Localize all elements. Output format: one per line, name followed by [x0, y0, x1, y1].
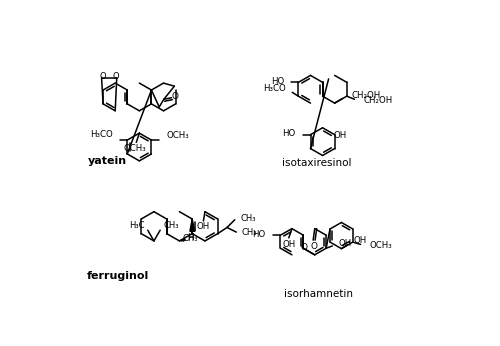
Text: OCH₃: OCH₃: [370, 242, 392, 251]
Text: O: O: [112, 72, 119, 81]
Text: isotaxiresinol: isotaxiresinol: [282, 158, 352, 168]
Text: H₃CO: H₃CO: [264, 84, 286, 93]
Polygon shape: [190, 219, 194, 231]
Text: HO: HO: [282, 129, 296, 138]
Text: O: O: [300, 243, 308, 252]
Text: H₃C: H₃C: [129, 221, 144, 230]
Text: OH: OH: [197, 222, 210, 231]
Text: CH₃: CH₃: [163, 221, 179, 230]
Text: OH: OH: [334, 131, 346, 140]
Text: O: O: [172, 92, 179, 101]
Text: OH: OH: [354, 236, 367, 245]
Text: CH₂OH: CH₂OH: [352, 91, 381, 100]
Text: H: H: [187, 233, 194, 242]
Text: HO: HO: [271, 77, 284, 86]
Text: OH: OH: [338, 239, 352, 248]
Text: ferruginol: ferruginol: [87, 271, 150, 281]
Text: yatein: yatein: [88, 156, 127, 166]
Text: OCH₃: OCH₃: [124, 144, 146, 153]
Text: isorhamnetin: isorhamnetin: [284, 289, 353, 299]
Text: OCH₃: OCH₃: [167, 131, 190, 140]
Text: OH: OH: [282, 239, 296, 248]
Text: CH₂OH: CH₂OH: [364, 96, 393, 105]
Text: CH₃: CH₃: [240, 214, 256, 223]
Text: O: O: [99, 72, 105, 81]
Text: O: O: [310, 242, 318, 251]
Text: HO: HO: [252, 230, 266, 239]
Text: CH₃: CH₃: [242, 228, 257, 237]
Text: H₃CO: H₃CO: [90, 130, 114, 139]
Text: CH₃: CH₃: [182, 234, 198, 243]
